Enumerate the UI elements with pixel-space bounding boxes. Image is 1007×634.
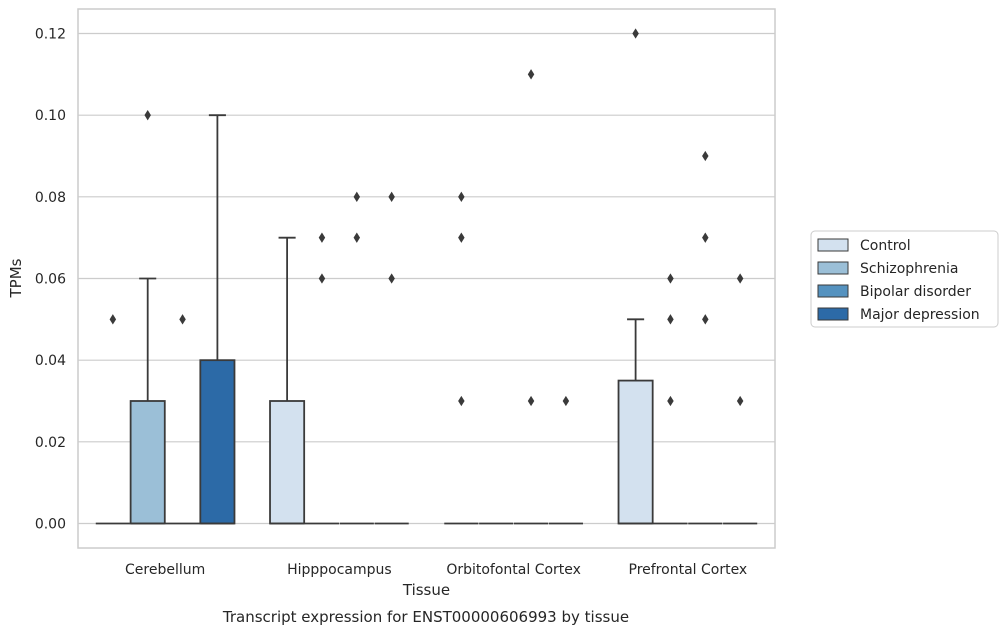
box-1-1 [304, 232, 340, 525]
legend-label: Bipolar disorder [860, 284, 971, 300]
legend: Control Schizophrenia Bipolar disorder Majo… [810, 230, 999, 328]
y-tick-labels: 0.00 0.02 0.04 0.06 0.08 0.10 0.12 [35, 27, 66, 533]
y-tick-label: 0.10 [35, 108, 66, 124]
outlier-point [318, 232, 326, 243]
x-tick-labels: Cerebellum Hipppocampus Orbitofontal Corte… [125, 562, 747, 578]
y-tick-label: 0.00 [35, 517, 66, 533]
outlier-point [353, 232, 361, 243]
x-tick-label: Hipppocampus [287, 562, 392, 578]
box-body [129, 400, 166, 525]
x-tick-label: Orbitofontal Cortex [446, 562, 581, 578]
box-1-3 [374, 191, 409, 525]
box-0-3 [199, 114, 236, 525]
outlier-point [667, 314, 674, 325]
x-tick-label: Cerebellum [125, 562, 205, 578]
y-axis-title: TPMs [7, 258, 25, 298]
legend-swatch [817, 261, 849, 275]
y-tick-label: 0.04 [35, 353, 66, 369]
box-3-3 [723, 273, 758, 525]
outlier-point [388, 273, 395, 284]
outlier-point [562, 395, 570, 407]
legend-swatch [817, 284, 849, 298]
box-0-2 [165, 314, 200, 525]
outlier-point [702, 150, 709, 162]
y-tick-label: 0.02 [35, 435, 66, 451]
box-body [269, 400, 306, 525]
box-1-0 [269, 236, 306, 525]
outlier-point [458, 395, 465, 407]
outlier-point [667, 395, 674, 407]
outlier-point [179, 314, 186, 325]
box-1-2 [339, 191, 374, 525]
box-3-1 [653, 273, 688, 525]
outlier-point [632, 28, 639, 39]
box-3-2 [688, 150, 723, 525]
outlier-point [527, 69, 535, 80]
chart-caption: Transcript expression for ENST0000060699… [222, 608, 629, 626]
x-axis-title: Tissue [402, 581, 450, 599]
outlier-point [736, 273, 744, 284]
y-tick-label: 0.08 [35, 190, 66, 206]
outlier-point [144, 109, 151, 121]
box-2-2 [513, 69, 549, 525]
y-tick-label: 0.12 [35, 27, 66, 43]
outlier-point [736, 395, 744, 407]
legend-swatch [817, 238, 849, 252]
plot-frame [77, 8, 776, 549]
box-series [95, 28, 758, 525]
box-2-3 [548, 395, 583, 525]
legend-label: Schizophrenia [860, 261, 958, 277]
outlier-point [667, 273, 674, 284]
x-tick-label: Prefrontal Cortex [629, 562, 748, 578]
legend-label: Major depression [860, 307, 980, 323]
outlier-point [109, 314, 117, 325]
box-0-0 [95, 314, 130, 525]
outlier-point [353, 191, 361, 203]
outlier-point [527, 395, 535, 407]
box-0-1 [129, 109, 166, 525]
y-tick-label: 0.06 [35, 272, 66, 288]
outlier-point [318, 273, 326, 284]
legend-frame [810, 230, 999, 328]
outlier-point [702, 232, 709, 243]
box-3-0 [617, 28, 654, 525]
outlier-point [458, 191, 465, 203]
legend-label: Control [860, 238, 911, 254]
outlier-point [388, 191, 395, 203]
outlier-point [458, 232, 465, 243]
grid-lines [78, 32, 775, 525]
box-body [199, 359, 236, 525]
box-body [617, 379, 654, 525]
box-2-0 [444, 191, 479, 525]
outlier-point [702, 314, 709, 325]
legend-swatch [817, 307, 849, 321]
